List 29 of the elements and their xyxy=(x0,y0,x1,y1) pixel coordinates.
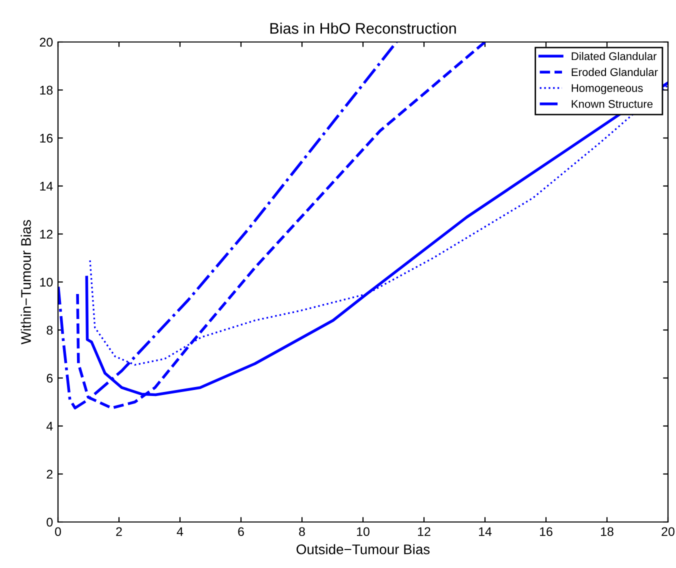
y-tick-label: 8 xyxy=(46,326,53,335)
x-tick-label: 12 xyxy=(418,527,430,536)
legend-label: Dilated Glandular xyxy=(572,52,657,60)
y-tick-label: 20 xyxy=(40,38,53,47)
y-tick-label: 14 xyxy=(40,182,53,191)
x-tick-label: 6 xyxy=(238,527,244,536)
x-tick-label: 2 xyxy=(116,527,122,536)
x-tick-label: 4 xyxy=(176,527,184,536)
x-tick-label: 0 xyxy=(55,527,61,536)
y-tick-label: 6 xyxy=(46,374,53,383)
y-tick-label: 0 xyxy=(46,518,53,527)
y-tick-label: 10 xyxy=(40,278,53,287)
legend-label: Known Structure xyxy=(572,100,653,108)
x-axis-title: Outside−Tumour Bias xyxy=(296,544,430,554)
y-tick-label: 4 xyxy=(46,422,53,431)
y-tick-label: 18 xyxy=(40,86,53,95)
x-tick-label: 10 xyxy=(357,527,370,536)
chart-title: Bias in HbO Reconstruction xyxy=(270,22,456,34)
y-tick-label: 16 xyxy=(40,134,53,143)
y-axis-title: Within−Tumour Bias xyxy=(20,220,31,344)
x-tick-label: 18 xyxy=(601,527,614,536)
y-tick-label: 2 xyxy=(46,470,53,479)
legend-label: Eroded Glandular xyxy=(572,68,658,76)
x-tick-label: 20 xyxy=(662,527,674,536)
x-tick-label: 16 xyxy=(540,527,552,536)
x-tick-label: 8 xyxy=(299,527,305,536)
x-tick-label: 14 xyxy=(479,527,492,536)
legend-label: Homogeneous xyxy=(572,84,643,94)
y-tick-label: 12 xyxy=(40,230,53,239)
